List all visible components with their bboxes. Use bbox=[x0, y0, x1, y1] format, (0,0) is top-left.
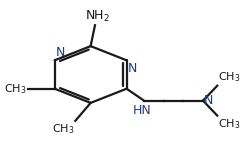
Text: HN: HN bbox=[133, 104, 151, 117]
Text: CH$_3$: CH$_3$ bbox=[52, 122, 74, 136]
Text: N: N bbox=[128, 62, 137, 75]
Text: N: N bbox=[56, 46, 65, 59]
Text: CH$_3$: CH$_3$ bbox=[4, 82, 26, 96]
Text: NH$_2$: NH$_2$ bbox=[85, 9, 110, 24]
Text: N: N bbox=[204, 94, 214, 107]
Text: CH$_3$: CH$_3$ bbox=[218, 117, 241, 131]
Text: CH$_3$: CH$_3$ bbox=[218, 70, 241, 84]
